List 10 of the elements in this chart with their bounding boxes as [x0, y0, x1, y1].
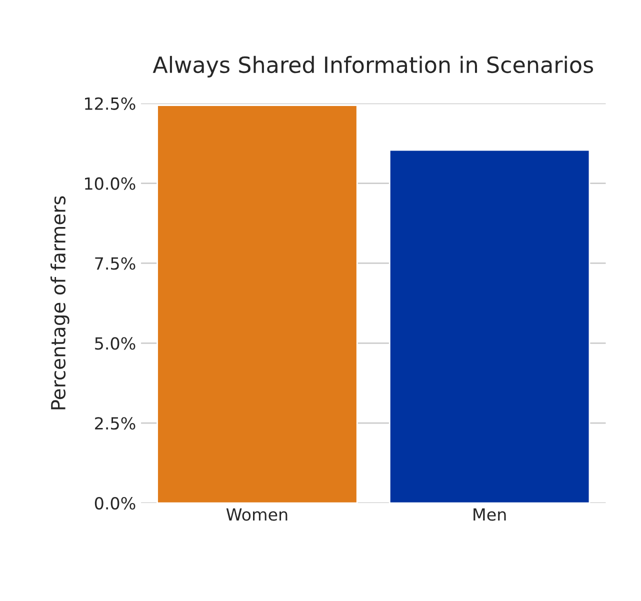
y-tick-label: 0.0%: [94, 497, 136, 510]
y-axis-title: Percentage of farmers: [50, 196, 70, 410]
x-tick-label: Women: [226, 508, 288, 521]
x-tick-label: Men: [474, 508, 506, 521]
y-tick-label: 12.5%: [85, 97, 136, 110]
y-tick-label: 7.5%: [95, 257, 136, 270]
y-tick-label: 5.0%: [95, 337, 136, 350]
y-tick-label: 2.5%: [95, 417, 136, 430]
chart-title: Always Shared Information in Scenarios: [152, 56, 594, 78]
y-tick-label: 10.0%: [85, 177, 136, 190]
